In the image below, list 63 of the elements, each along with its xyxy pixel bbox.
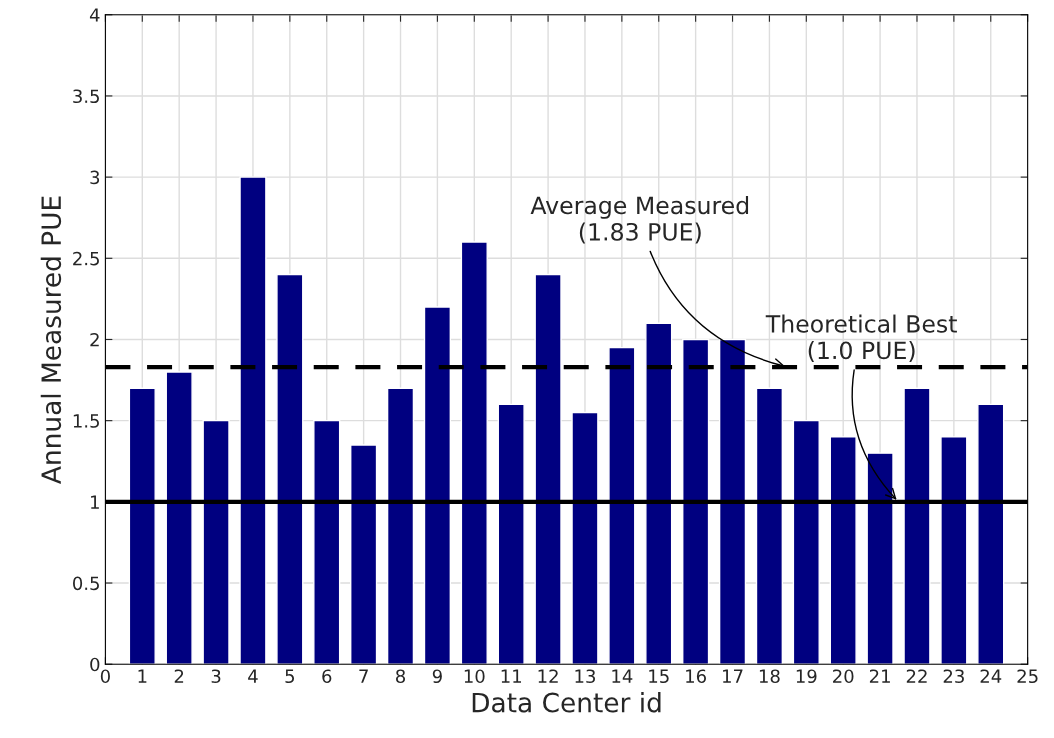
bar bbox=[350, 444, 378, 665]
x-tick-label: 22 bbox=[906, 669, 927, 683]
x-tick-label: 12 bbox=[538, 669, 558, 683]
y-axis-title: Annual Measured PUE bbox=[40, 196, 62, 484]
x-tick-label: 7 bbox=[359, 669, 368, 683]
annotation: Theoretical Best (1.0 PUE) bbox=[765, 314, 957, 363]
bar bbox=[755, 387, 784, 665]
x-tick-label: 3 bbox=[211, 669, 221, 684]
bar bbox=[718, 338, 747, 665]
y-tick-label: 4 bbox=[89, 8, 100, 22]
bar bbox=[239, 176, 267, 665]
bar bbox=[497, 403, 525, 665]
x-tick-label: 21 bbox=[869, 669, 890, 683]
bar bbox=[534, 273, 562, 665]
y-tick-label: 1.5 bbox=[73, 414, 99, 428]
bar bbox=[386, 387, 415, 665]
bar bbox=[128, 387, 156, 665]
bar bbox=[313, 419, 341, 665]
x-tick-label: 19 bbox=[796, 669, 817, 684]
x-tick-label: 25 bbox=[1017, 669, 1038, 684]
y-tick-label: 3 bbox=[90, 170, 100, 185]
bar bbox=[977, 403, 1005, 665]
y-tick-label: 2 bbox=[90, 332, 99, 347]
x-tick-label: 17 bbox=[723, 669, 743, 683]
y-tick-label: 0.5 bbox=[73, 576, 99, 591]
x-tick-label: 5 bbox=[285, 669, 295, 684]
x-tick-label: 23 bbox=[943, 669, 964, 684]
bar bbox=[829, 436, 857, 665]
x-tick-label: 1 bbox=[138, 669, 147, 683]
bar bbox=[645, 322, 673, 665]
bar bbox=[792, 419, 820, 665]
x-tick-label: 6 bbox=[322, 669, 332, 684]
x-tick-label: 8 bbox=[396, 669, 406, 684]
bar bbox=[202, 419, 230, 665]
bar bbox=[571, 411, 599, 665]
bar bbox=[608, 346, 636, 665]
bar bbox=[460, 241, 488, 665]
bar bbox=[682, 338, 710, 665]
bar bbox=[940, 436, 968, 665]
x-tick-label: 18 bbox=[759, 669, 780, 684]
x-tick-label: 4 bbox=[248, 669, 258, 683]
x-axis-title: Data Center id bbox=[472, 692, 661, 713]
x-tick-label: 10 bbox=[464, 669, 485, 684]
y-tick-label: 2.5 bbox=[73, 251, 99, 266]
bar bbox=[423, 306, 452, 665]
x-tick-label: 9 bbox=[432, 669, 442, 684]
x-tick-label: 24 bbox=[980, 669, 1002, 683]
y-tick-label: 0 bbox=[90, 657, 100, 672]
x-tick-label: 11 bbox=[501, 669, 522, 683]
bar bbox=[165, 371, 193, 665]
annotation: Average Measured (1.83 PUE) bbox=[530, 196, 749, 244]
x-tick-label: 13 bbox=[575, 669, 596, 684]
x-tick-label: 14 bbox=[612, 669, 633, 683]
x-tick-label: 0 bbox=[100, 669, 110, 684]
bar bbox=[903, 387, 931, 665]
x-tick-label: 16 bbox=[686, 669, 706, 684]
x-tick-label: 2 bbox=[174, 669, 184, 683]
y-tick-label: 1 bbox=[91, 495, 99, 509]
x-tick-label: 15 bbox=[649, 669, 669, 684]
x-tick-label: 20 bbox=[833, 669, 854, 684]
bar bbox=[866, 452, 894, 665]
bar bbox=[276, 273, 304, 665]
y-tick-label: 3.5 bbox=[73, 89, 99, 104]
